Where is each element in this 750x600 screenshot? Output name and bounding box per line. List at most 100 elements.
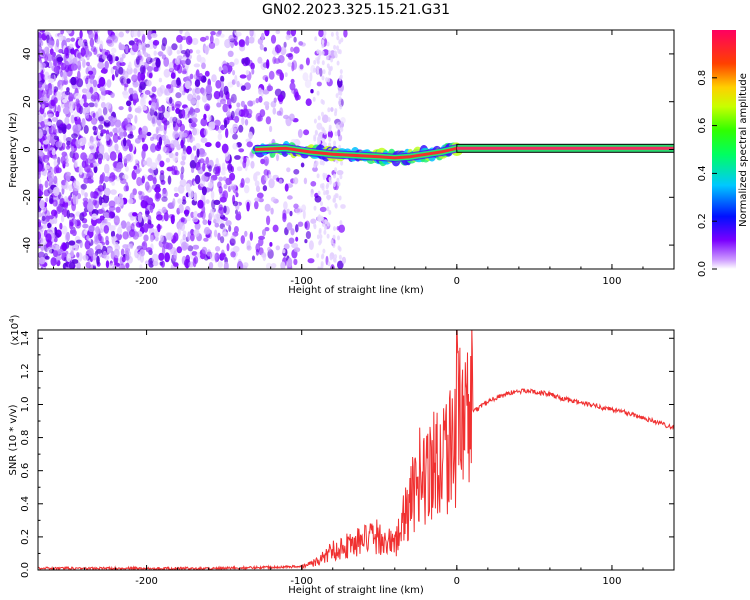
spectrogram-cell [50,138,56,146]
spectrogram-cell [68,195,72,202]
spectrogram-cell [96,248,102,254]
spectrogram-cell [106,79,112,88]
spectrogram-cell [127,133,134,139]
spectrogram-cell [108,225,116,232]
spectrogram-cell [122,90,129,99]
spectrogram-cell [313,67,316,73]
spectrogram-cell [187,189,194,199]
spectrogram-cell [68,43,74,49]
spectrogram-cell [189,106,194,115]
spectrogram-cell [47,113,54,118]
spectrogram-cell [171,43,178,51]
spectrogram-cell [333,197,337,203]
spectrogram-cell [82,254,89,261]
spectrogram-cell [41,215,46,222]
spectrogram-cell [340,126,344,132]
spectrogram-cell [235,213,242,221]
spectrogram-cell [249,30,254,37]
spectrogram-cell [324,225,327,231]
spectrogram-cell [134,37,139,43]
spectrogram-cell [38,178,42,184]
spectrogram-cell [192,257,197,268]
spectrogram-cell [94,233,99,243]
spectrogram-cell [73,185,80,192]
spectrogram-cell [177,184,185,194]
snr-y-tick-label: 0.8 [20,430,31,446]
spectrogram-cell [158,124,164,132]
spectrogram-cell [321,100,325,105]
spectrogram-cell [192,217,199,223]
snr-x-tick-label: 100 [602,576,621,587]
spectrogram-cell [334,108,338,114]
spectrogram-cell [226,111,232,117]
spectrogram-cell [135,168,141,174]
spectrogram-cell [216,102,222,108]
spectrogram-cell [138,44,142,51]
spectrogram-cell [248,36,255,44]
spectrogram-cell [317,190,321,196]
spectrogram-cell [317,115,321,121]
spectrogram-cell [104,60,109,70]
spectrogram-cell [110,47,117,54]
spectrogram-cell [230,251,236,258]
spectrogram-cell [86,75,91,80]
spectrogram-cell [63,103,69,109]
spectrogram-cell [203,237,209,242]
snr-frame [37,329,675,571]
spectrogram-cell [293,46,300,54]
spectrogram-cell [304,239,308,244]
spectrogram-cell [163,57,170,67]
spectrogram-cell [110,189,117,195]
spectrogram-cell [143,160,148,166]
spectrogram-cell [187,231,191,241]
spectrogram-cell [195,49,201,55]
spectrogram-cell [47,38,55,49]
spectrogram-cell [324,173,328,179]
spectrogram-cell [186,145,192,155]
spectrogram-cell [290,78,295,84]
spectrogram-cell [78,165,83,176]
spectrogram-cell [170,139,176,148]
spectrogram-cell [205,105,210,112]
spectrogram-cell [120,220,127,229]
spectrogram-cell [196,252,201,258]
spectrogram-cell [233,226,239,234]
spectrogram-cell [141,33,146,44]
spectrogram-cell [283,41,287,48]
spectrogram-cell [142,105,148,111]
spectrogram-cell [208,121,216,127]
spectrogram-cell [43,76,49,81]
spectrogram-cell [63,133,67,143]
spectrogram-cell [65,162,70,168]
spectrogram-cell [255,97,260,104]
spectrogram-cell [74,92,81,100]
spectrogram-cell [286,208,290,214]
spectrogram-cell [224,151,231,162]
spectrogram-cell [145,43,151,48]
spectrogram-cell [236,80,240,88]
spectrogram-cell [60,214,65,223]
spectrogram-cell [58,127,63,134]
spectrogram-cell [223,261,229,269]
spectrogram-cell [91,213,98,221]
spectrogram-cell [316,81,322,87]
spectrogram-cell [61,225,68,235]
spectrogram-cell [252,100,256,105]
spectrogram-cell [275,30,281,35]
spectrogram-x-tick-label: 100 [602,276,621,287]
spectrogram-cell [68,212,74,218]
spectrogram-cell [72,124,79,133]
spectrogram-cell [90,191,94,199]
spectrogram-cell [53,237,58,243]
snr-series-line [38,330,674,570]
spectrogram-cell [133,68,138,74]
spectrogram-cell [161,196,168,202]
spectrogram-cell [137,51,144,56]
spectrogram-cell [263,156,270,166]
spectrogram-cell [151,86,157,93]
spectrogram-cell [129,125,136,131]
spectrogram-cell [65,137,72,143]
spectrogram-cell [260,61,267,71]
spectrogram-cell [244,177,251,184]
spectrogram-cell [146,66,154,72]
